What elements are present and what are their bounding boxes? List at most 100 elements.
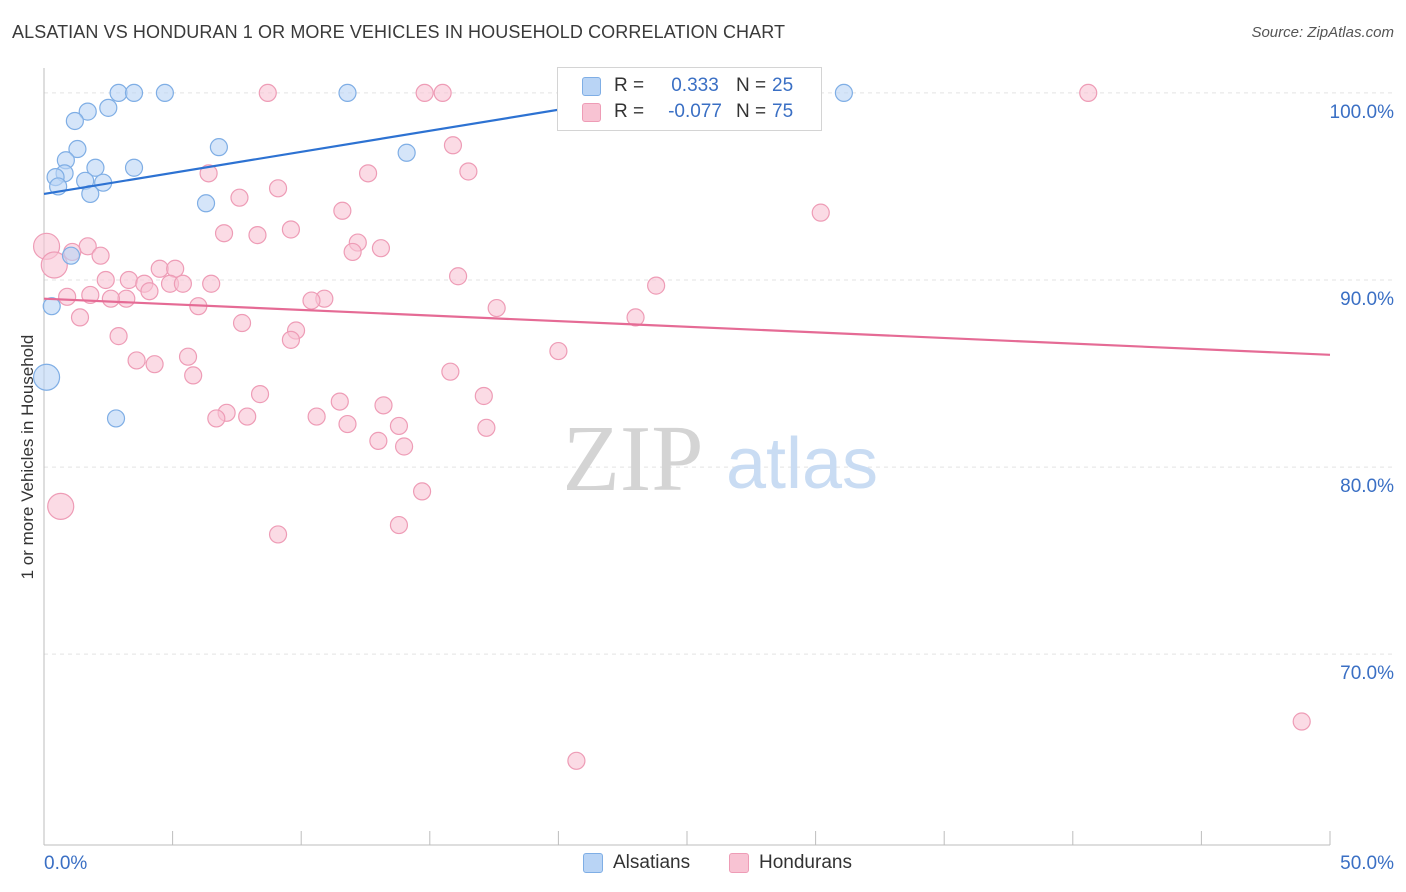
data-point — [78, 102, 97, 121]
data-point — [109, 327, 128, 346]
y-tick-labels: 100.0% 90.0% 80.0% 70.0% — [1330, 102, 1395, 684]
data-point — [248, 225, 267, 245]
data-point — [68, 139, 87, 159]
data-point — [199, 164, 218, 183]
data-point — [459, 162, 478, 181]
data-point — [268, 179, 288, 198]
chart-source: Source: ZipAtlas.com — [1251, 24, 1394, 41]
data-point — [307, 407, 326, 426]
data-point — [124, 83, 144, 103]
y-tick-label: 80.0% — [1340, 476, 1394, 497]
watermark-zip: ZIP — [563, 407, 704, 511]
data-point — [302, 291, 321, 310]
data-point — [140, 282, 159, 301]
bottom-legend-label-alsatians: Alsatians — [613, 852, 691, 873]
data-point — [81, 285, 100, 305]
data-point — [101, 289, 120, 308]
watermark-atlas: atlas — [726, 424, 878, 504]
data-point — [330, 392, 349, 411]
data-point — [145, 355, 164, 374]
alsatians-points — [32, 83, 853, 428]
data-point — [268, 525, 288, 544]
data-point — [281, 220, 301, 239]
chart-title: ALSATIAN VS HONDURAN 1 OR MORE VEHICLES … — [12, 22, 786, 42]
data-point — [397, 143, 416, 162]
data-point — [42, 297, 61, 316]
data-point — [358, 164, 378, 183]
data-point — [374, 396, 393, 415]
data-point — [1292, 712, 1311, 731]
data-point — [338, 414, 357, 434]
legend-r-value-hondurans: -0.077 — [668, 101, 722, 122]
data-point — [232, 313, 252, 333]
data-point — [338, 83, 357, 103]
legend-swatch-hondurans — [582, 103, 601, 122]
data-point — [91, 246, 110, 265]
data-point — [238, 407, 257, 426]
legend-r-label: R = — [614, 101, 645, 122]
legend-n-label: N = — [736, 75, 767, 96]
data-point — [412, 482, 432, 501]
data-point — [40, 251, 68, 279]
data-point — [65, 111, 84, 131]
data-point — [32, 363, 61, 391]
data-point — [178, 347, 198, 366]
legend-r-label: R = — [614, 75, 645, 96]
data-point — [155, 83, 174, 103]
data-point — [230, 188, 249, 207]
bottom-legend-swatch-alsatians — [583, 853, 603, 873]
data-point — [477, 418, 496, 437]
data-point — [124, 158, 144, 177]
legend-r-value-alsatians: 0.333 — [671, 75, 719, 96]
y-tick-label: 100.0% — [1330, 102, 1395, 123]
data-point — [834, 83, 853, 103]
x-tick-label-min: 0.0% — [44, 853, 87, 874]
correlation-legend: R = 0.333 N = 25 R = -0.077 N = 75 — [557, 67, 822, 131]
data-point — [117, 289, 136, 308]
data-point — [281, 330, 301, 349]
data-point — [394, 437, 414, 456]
y-tick-label: 70.0% — [1340, 663, 1394, 684]
axes — [43, 68, 1331, 846]
data-point — [443, 136, 463, 155]
legend-swatch-alsatians — [582, 77, 601, 96]
data-point — [1079, 83, 1098, 103]
data-point — [173, 274, 192, 293]
y-tick-label: 90.0% — [1340, 289, 1394, 310]
data-point — [127, 351, 146, 370]
data-point — [207, 409, 226, 428]
data-point — [626, 308, 645, 327]
data-point — [202, 274, 221, 293]
trend-line-hondurans — [43, 297, 1331, 356]
data-point — [369, 431, 388, 450]
data-point — [119, 270, 138, 290]
data-point — [150, 259, 169, 278]
data-point — [389, 515, 409, 535]
legend-n-label: N = — [736, 101, 767, 122]
data-point — [389, 416, 409, 436]
data-point — [106, 409, 126, 428]
data-point — [214, 224, 234, 243]
data-point — [47, 492, 75, 520]
data-point — [184, 366, 203, 385]
data-point — [86, 158, 105, 177]
data-point — [70, 308, 90, 327]
legend-n-value-hondurans: 75 — [772, 101, 794, 122]
data-point — [333, 201, 352, 220]
data-point — [474, 386, 493, 406]
grid-lines — [44, 92, 1394, 655]
bottom-legend-label-hondurans: Hondurans — [759, 852, 852, 873]
watermark: ZIP atlas — [563, 407, 879, 511]
data-point — [99, 98, 118, 117]
data-point — [258, 83, 277, 103]
data-point — [250, 385, 270, 404]
bottom-legend-swatch-hondurans — [729, 853, 749, 873]
data-point — [549, 341, 568, 361]
data-point — [448, 267, 468, 286]
data-point — [647, 276, 666, 295]
data-point — [487, 298, 506, 318]
data-point — [441, 362, 460, 381]
data-point — [209, 138, 228, 157]
data-point — [58, 287, 77, 306]
